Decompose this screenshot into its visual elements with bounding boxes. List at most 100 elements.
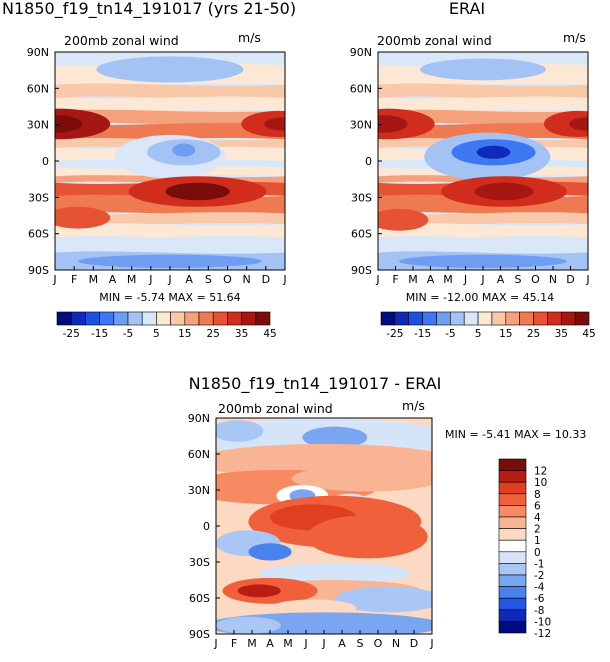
colorbar-label: 15 (178, 328, 191, 340)
contour-blob (259, 562, 411, 585)
colorbar-swatch (422, 311, 437, 326)
colorbar-swatch (547, 311, 562, 326)
y-tick-label: 90S (189, 628, 210, 641)
contour-band (378, 236, 588, 254)
colorbar-swatch (498, 481, 527, 495)
contour-band (55, 109, 285, 126)
contour-fill (216, 418, 432, 634)
colorbar-label: 2 (534, 524, 541, 536)
colorbar-swatch (491, 311, 507, 326)
panel-minmax: MIN = -5.74 MAX = 51.64 (99, 291, 240, 304)
colorbar-swatch (498, 458, 527, 471)
colorbar-swatch (127, 311, 143, 326)
colorbar-swatch (477, 311, 493, 326)
contour-blob (474, 182, 534, 201)
colorbar-swatch (498, 539, 527, 553)
x-tick-label: A (185, 273, 193, 286)
colorbar-label: -1 (534, 558, 544, 570)
contour-band (378, 83, 588, 99)
x-tick-label: F (392, 273, 398, 286)
colorbar-swatch (99, 311, 115, 326)
colorbar-label: 25 (527, 328, 540, 340)
contour-blob (237, 584, 281, 598)
y-tick-label: 0 (203, 520, 210, 533)
colorbar-swatch (505, 311, 520, 326)
x-tick-label: J (375, 273, 379, 286)
heatmap-difference (216, 418, 432, 634)
colorbar-label: 4 (534, 512, 541, 524)
x-tick-label: N (392, 637, 400, 650)
panel-title: ERAI (449, 0, 485, 18)
colorbar-swatch (436, 311, 451, 326)
x-tick-label: D (262, 273, 270, 286)
colorbar-swatch (450, 311, 465, 326)
x-tick-label: O (374, 637, 383, 650)
y-tick-label: 30S (28, 191, 49, 204)
colorbar-swatch (498, 563, 527, 576)
panel-title: N1850_f19_tn14_191017 - ERAI (189, 374, 442, 394)
colorbar-swatch (574, 311, 590, 326)
x-tick-label: A (109, 273, 117, 286)
y-tick-label: 30S (351, 191, 372, 204)
y-tick-label: 60S (351, 228, 372, 241)
contour-blob (248, 543, 292, 561)
y-tick-label: 90N (27, 46, 49, 59)
colorbar-label: 1 (534, 535, 541, 547)
colorbar-swatch (56, 311, 72, 326)
colorbar-swatch (255, 311, 271, 326)
x-tick-label: M (443, 273, 453, 286)
contour-blob (241, 110, 285, 138)
x-tick-label: M (89, 273, 99, 286)
y-tick-label: 90N (350, 46, 372, 59)
contour-band (55, 96, 285, 113)
colorbar-swatch (156, 311, 171, 326)
contour-fill (378, 52, 588, 270)
x-tick-label: D (410, 637, 418, 650)
x-tick-label: N (549, 273, 557, 286)
contour-band (55, 212, 285, 226)
panel-units: m/s (238, 30, 261, 45)
colorbar-swatch (394, 311, 410, 326)
colorbar-swatch (498, 551, 527, 564)
contour-blob (55, 115, 83, 133)
colorbar-label: -5 (123, 328, 133, 340)
colorbar-swatch (498, 528, 527, 541)
colorbar-label: 0 (534, 547, 541, 559)
colorbar-label: 12 (534, 466, 547, 478)
colorbar-label: 45 (263, 328, 276, 340)
x-tick-label: S (205, 273, 212, 286)
contour-blob (216, 616, 281, 634)
contour-blob (399, 254, 567, 268)
colorbar-label: -12 (534, 628, 551, 640)
colorbar-swatch (498, 505, 527, 518)
colorbar-swatch (70, 311, 86, 326)
panel-units: m/s (402, 398, 425, 413)
colorbar-label: -2 (534, 570, 544, 582)
contour-blob (334, 586, 432, 613)
colorbar-label: -8 (534, 605, 544, 617)
y-tick-label: 0 (42, 155, 49, 168)
x-tick-label: S (515, 273, 522, 286)
contour-blob (306, 515, 428, 559)
contour-band (378, 96, 588, 113)
x-tick-label: D (566, 273, 574, 286)
contour-blob (476, 145, 511, 159)
contour-fill (55, 52, 285, 270)
colorbar-swatch (408, 311, 423, 326)
colorbar-label: 5 (475, 328, 482, 340)
x-tick-label: S (357, 637, 364, 650)
colorbar-swatch (184, 311, 200, 326)
x-tick-label: F (231, 637, 237, 650)
x-tick-label: A (266, 637, 274, 650)
panel-subtitle: 200mb zonal wind (377, 33, 492, 48)
colorbar-swatch (227, 311, 242, 326)
contour-band (55, 236, 285, 254)
colorbar-swatch (170, 311, 186, 326)
contour-blob (378, 115, 408, 133)
x-tick-label: J (321, 637, 325, 650)
contour-blob (302, 426, 368, 449)
y-tick-label: 30N (350, 119, 372, 132)
colorbar-swatch (533, 311, 548, 326)
colorbar-swatch (498, 597, 527, 611)
